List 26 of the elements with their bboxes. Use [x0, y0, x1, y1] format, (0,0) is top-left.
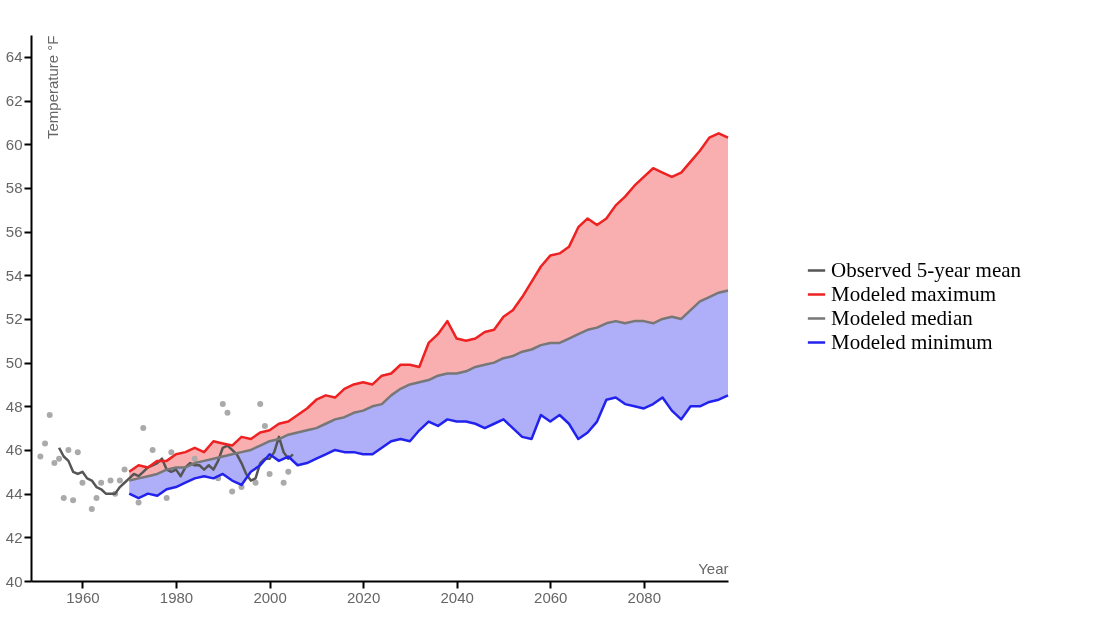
y-tick-label: 64 [5, 48, 23, 66]
legend-label: Modeled minimum [831, 329, 993, 354]
x-tick-label: 2000 [253, 588, 287, 606]
x-tick-label: 2020 [346, 588, 381, 606]
x-tick-label: 2080 [627, 588, 661, 606]
y-tick-label: 54 [5, 266, 23, 284]
legend-label: Modeled maximum [831, 281, 997, 306]
x-tick-label: 1960 [66, 588, 100, 606]
y-tick-label: 58 [5, 179, 23, 197]
x-tick-label: 1980 [159, 588, 194, 606]
y-tick-label: 44 [5, 485, 23, 503]
x-axis-title: Year [698, 559, 729, 577]
y-tick-label: 52 [5, 310, 23, 328]
y-tick-label: 48 [5, 397, 23, 415]
legend-label: Modeled median [831, 305, 974, 330]
y-tick-label: 50 [5, 354, 23, 372]
y-axis-title: Temperature °F [43, 35, 61, 140]
x-tick-label: 2040 [440, 588, 474, 606]
y-tick-label: 60 [5, 135, 23, 153]
y-tick-label: 42 [5, 528, 23, 546]
y-tick-label: 40 [5, 572, 23, 590]
x-tick-label: 2060 [534, 588, 568, 606]
y-tick-label: 56 [5, 223, 23, 241]
legend-label: Observed 5-year mean [831, 257, 1022, 282]
y-tick-label: 46 [5, 441, 23, 459]
y-tick-label: 62 [5, 92, 23, 110]
